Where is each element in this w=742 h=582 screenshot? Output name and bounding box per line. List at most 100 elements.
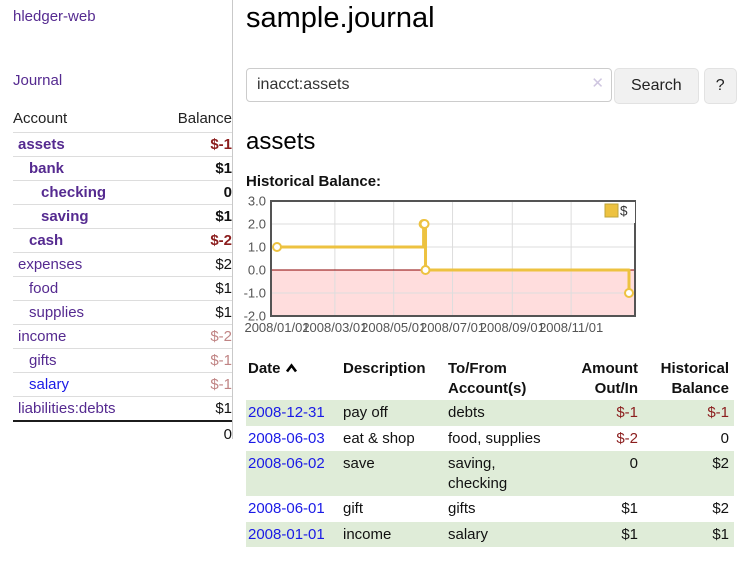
svg-text:2008/09/01: 2008/09/01 — [480, 320, 545, 335]
svg-text:-1.0: -1.0 — [244, 286, 266, 301]
account-row: salary $-1 — [13, 373, 232, 397]
main-content: sample.journal ✕ Search ? assets Histori… — [244, 0, 742, 547]
transaction-amount: 0 — [568, 451, 643, 496]
register-header-balance: Historical Balance — [660, 360, 729, 397]
transaction-amount: $1 — [621, 500, 638, 517]
account-balance: $1 — [215, 400, 232, 417]
transaction-date-link[interactable]: 2008-06-01 — [248, 500, 325, 517]
account-row: gifts $-1 — [13, 349, 232, 373]
account-balance: $1 — [215, 208, 232, 225]
account-row: cash $-2 — [13, 229, 232, 253]
account-row: supplies $1 — [13, 301, 232, 325]
account-link[interactable]: gifts — [29, 352, 57, 369]
account-balance: $-2 — [210, 232, 232, 249]
svg-text:2008/07/01: 2008/07/01 — [420, 320, 485, 335]
transaction-description: gift — [343, 500, 364, 517]
account-row: saving $1 — [13, 205, 232, 229]
transaction-balance: $-1 — [643, 400, 734, 426]
account-link[interactable]: checking — [41, 184, 107, 201]
sidebar-item-journal[interactable]: Journal — [13, 72, 63, 89]
account-balance: $1 — [215, 280, 232, 297]
transaction-date-link[interactable]: 2008-01-01 — [248, 525, 325, 543]
account-heading: assets — [246, 128, 316, 155]
register-header-description: Description — [343, 360, 426, 377]
account-link[interactable]: expenses — [18, 256, 83, 273]
account-link[interactable]: supplies — [29, 304, 85, 321]
account-link[interactable]: liabilities:debts — [18, 400, 116, 417]
transaction-date-link[interactable]: 2008-06-03 — [248, 429, 325, 447]
clear-search-icon[interactable]: ✕ — [591, 75, 604, 92]
account-link[interactable]: assets — [18, 136, 65, 153]
account-balance: $1 — [215, 160, 232, 177]
accounts-table-body: assets $-1 bank $1 checking 0 saving $1 cash $-2 e… — [13, 133, 232, 421]
svg-text:-2.0: -2.0 — [244, 309, 266, 324]
register-row: 2008-06-03 eat & shop food, supplies $-2 0 — [246, 426, 734, 452]
account-link[interactable]: salary — [29, 376, 70, 393]
accounts-total: 0 — [223, 426, 232, 443]
account-balance: $-1 — [210, 136, 232, 153]
register-header-date[interactable]: Date — [246, 357, 343, 400]
register-header-amount: Amount Out/In — [581, 360, 638, 397]
account-row: food $1 — [13, 277, 232, 301]
svg-text:2008/11/01: 2008/11/01 — [539, 320, 603, 335]
account-balance: $-2 — [210, 328, 232, 345]
transaction-amount: $1 — [568, 521, 643, 547]
transaction-balance: 0 — [720, 429, 729, 447]
transaction-date-link[interactable]: 2008-12-31 — [248, 404, 325, 421]
svg-text:2008/01/01: 2008/01/01 — [244, 320, 309, 335]
register-header-accounts: To/From Account(s) — [448, 360, 527, 397]
svg-text:2008/05/01: 2008/05/01 — [361, 320, 426, 335]
svg-text:0.0: 0.0 — [248, 263, 266, 278]
app-title-link[interactable]: hledger-web — [13, 8, 96, 25]
account-row: bank $1 — [13, 157, 232, 181]
account-link[interactable]: bank — [29, 160, 65, 177]
transaction-accounts: salary — [448, 521, 568, 547]
transaction-accounts: gifts — [448, 500, 476, 517]
accounts-header-balance: Balance — [177, 110, 232, 127]
account-balance: $1 — [215, 304, 232, 321]
accounts-total-row: 0 — [13, 421, 232, 447]
account-row: expenses $2 — [13, 253, 232, 277]
account-link[interactable]: saving — [41, 208, 89, 225]
register-row: 2008-01-01 income salary $1 $1 — [246, 521, 734, 547]
account-row: assets $-1 — [13, 133, 232, 157]
chart-heading: Historical Balance: — [246, 173, 382, 190]
account-link[interactable]: cash — [29, 232, 64, 249]
transaction-description: pay off — [343, 400, 448, 426]
svg-text:2008/03/01: 2008/03/01 — [302, 320, 367, 335]
account-balance: 0 — [223, 184, 232, 201]
search-input[interactable] — [246, 68, 612, 102]
transaction-accounts: food, supplies — [448, 429, 541, 447]
transaction-date-link[interactable]: 2008-06-02 — [248, 455, 325, 472]
account-balance: $2 — [215, 256, 232, 273]
account-row: checking 0 — [13, 181, 232, 205]
accounts-table: Account Balance assets $-1 bank $1 checking 0… — [13, 107, 232, 447]
accounts-header-account: Account — [13, 110, 68, 127]
account-link[interactable]: food — [29, 280, 59, 297]
transaction-description: income — [343, 521, 448, 547]
help-button[interactable]: ? — [703, 68, 737, 104]
account-balance: $-1 — [210, 376, 232, 393]
register-row: 2008-06-01 gift gifts $1 $2 — [246, 496, 734, 522]
accounts-header-row: Account Balance — [13, 107, 232, 133]
page-title: sample.journal — [246, 2, 435, 34]
register-row: 2008-12-31 pay off debts $-1 $-1 — [246, 400, 734, 426]
register-row: 2008-06-02 save saving, checking 0 $2 — [246, 451, 734, 496]
svg-text:$: $ — [620, 204, 628, 219]
sidebar: hledger-web Journal Account Balance asse… — [0, 0, 233, 443]
transaction-accounts: debts — [448, 400, 568, 426]
chart-canvas: 2008/01/012008/03/012008/05/012008/07/01… — [244, 194, 636, 335]
transaction-balance: $2 — [712, 500, 729, 517]
search-button[interactable]: Search — [614, 68, 699, 104]
register-table: Date Description To/From Account(s) Amou… — [246, 357, 734, 547]
account-row: income $-2 — [13, 325, 232, 349]
svg-text:1.0: 1.0 — [248, 240, 266, 255]
transaction-balance: $2 — [643, 451, 734, 496]
transaction-description: eat & shop — [343, 429, 415, 447]
account-balance: $-1 — [210, 352, 232, 369]
account-row: liabilities:debts $1 — [13, 397, 232, 421]
svg-text:2.0: 2.0 — [248, 217, 266, 232]
account-link[interactable]: income — [18, 328, 67, 345]
search-form: ✕ Search ? — [246, 68, 742, 104]
transaction-amount: $-1 — [568, 400, 643, 426]
